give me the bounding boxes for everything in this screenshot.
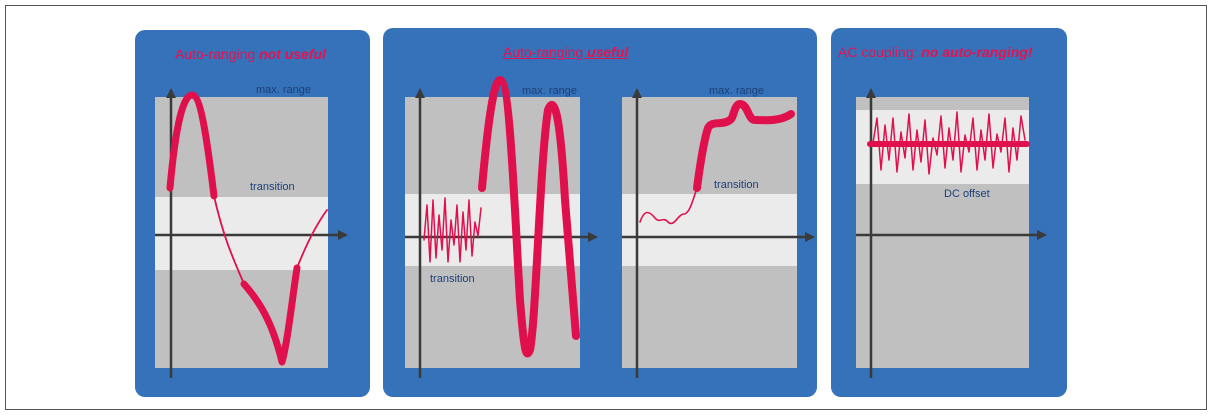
figure-frame — [5, 5, 1207, 410]
axes-1 — [155, 88, 348, 378]
panel-1-title: Auto-ranging not useful — [175, 46, 326, 62]
panel-2-max-range-label-right: max. range — [709, 85, 765, 97]
panel-3-title: AC coupling: no auto-ranging! — [838, 44, 1032, 60]
plot-area-2b — [622, 97, 797, 368]
plot-area-1 — [155, 97, 328, 368]
panel-2-transition-left-label: transition — [430, 273, 475, 285]
panel-1-title-emph: not useful — [259, 46, 326, 62]
panel-2-transition-right-label: transition — [714, 179, 759, 191]
panel-1-transition-label: transition — [250, 181, 295, 193]
axes-3 — [856, 88, 1047, 378]
signal-3 — [867, 111, 1030, 175]
panel-3-title-plain: AC coupling: — [838, 44, 922, 60]
panel-2-title-emph: useful — [587, 44, 629, 60]
panel-2-max-range-label: max. range — [522, 85, 578, 97]
signal-2b — [639, 100, 795, 225]
panel-2-title-plain: Auto-ranging — [503, 44, 588, 60]
signal-1 — [166, 91, 328, 366]
axes-2b — [622, 88, 815, 378]
panel-1-max-range-label: max. range — [256, 84, 312, 96]
panel-2-title: Auto-ranging useful — [503, 44, 628, 60]
panel-3-title-emph: no auto-ranging! — [921, 44, 1033, 60]
panel-3-dc-offset-label: DC offset — [944, 188, 990, 200]
panel-1-title-plain: Auto-ranging — [175, 46, 260, 62]
signal-2a — [423, 76, 580, 358]
